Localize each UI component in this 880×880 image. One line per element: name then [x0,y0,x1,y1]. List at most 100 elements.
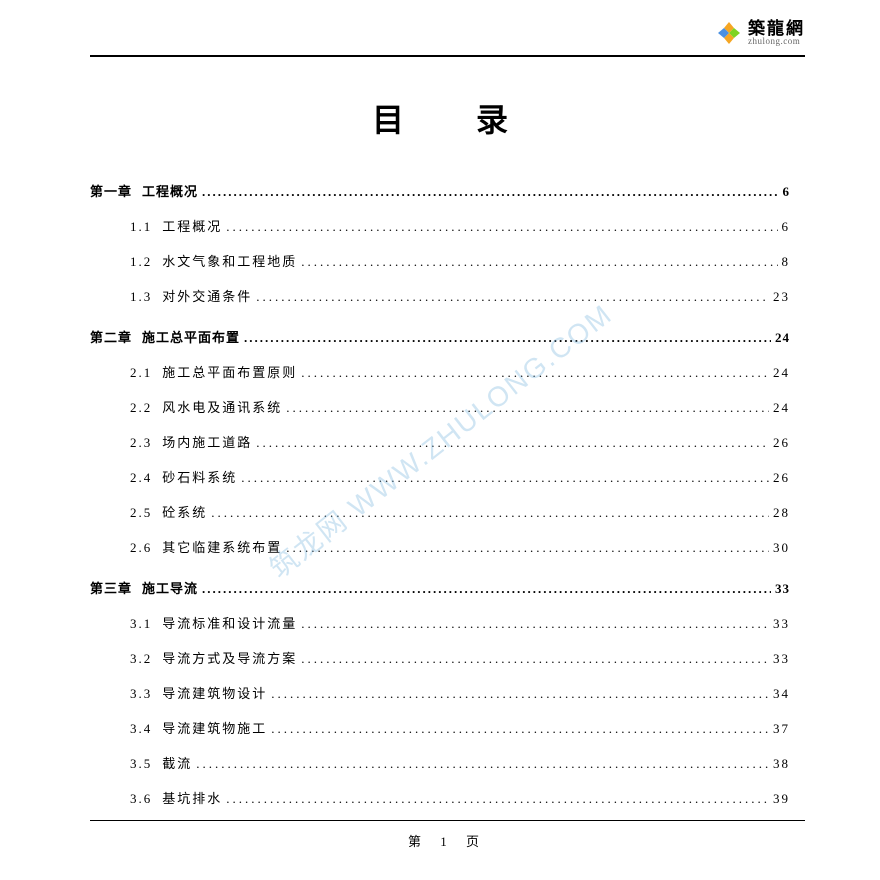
section-page: 24 [773,400,790,416]
section-page: 38 [773,756,790,772]
section-num: 3.3 [130,686,152,702]
toc-leader: ........................................… [286,540,769,556]
toc-leader: ........................................… [286,400,769,416]
section-name: 场内施工道路 [162,432,252,451]
section-num: 3.1 [130,616,152,632]
section-page: 37 [773,721,790,737]
toc-section: 2.2 风水电及通讯系统.............................… [90,397,790,416]
section-num: 3.6 [130,791,152,807]
section-page: 39 [773,791,790,807]
toc-section: 1.3 对外交通条件...............................… [90,286,790,305]
toc-leader: ........................................… [226,791,769,807]
section-page: 34 [773,686,790,702]
page-number: 第 1 页 [90,831,805,850]
section-num: 2.4 [130,470,152,486]
section-page: 30 [773,540,790,556]
section-num: 2.6 [130,540,152,556]
toc-chapter: 第二章施工总平面布置..............................… [90,327,790,346]
section-name: 砼系统 [162,502,207,521]
footer-rule [90,820,805,822]
table-of-contents: 第一章工程概况.................................… [90,181,790,807]
toc-leader: ........................................… [244,330,771,346]
header-rule [90,55,805,57]
toc-chapter: 第一章工程概况.................................… [90,181,790,200]
section-num: 2.5 [130,505,152,521]
section-page: 28 [773,505,790,521]
section-name: 导流方式及导流方案 [162,648,297,667]
section-num: 1.3 [130,289,152,305]
chapter-label: 第二章 [90,327,132,346]
toc-section: 3.2 导流方式及导流方案............................… [90,648,790,667]
toc-section: 2.5 砼系统..................................… [90,502,790,521]
section-name: 基坑排水 [162,788,222,807]
logo-text-cn: 築龍網 [748,20,805,37]
chapter-page: 33 [775,581,790,597]
section-name: 施工总平面布置原则 [162,362,297,381]
logo-icon [716,20,742,46]
section-name: 导流建筑物设计 [162,683,267,702]
section-num: 2.1 [130,365,152,381]
toc-section: 2.1 施工总平面布置原则............................… [90,362,790,381]
toc-leader: ........................................… [271,686,769,702]
toc-leader: ........................................… [256,289,769,305]
section-name: 工程概况 [162,216,222,235]
section-name: 其它临建系统布置 [162,537,282,556]
page-footer: 第 1 页 [90,820,805,851]
section-name: 砂石料系统 [162,467,237,486]
logo-text-en: zhulong.com [748,37,805,46]
toc-leader: ........................................… [196,756,769,772]
section-page: 33 [773,616,790,632]
toc-leader: ........................................… [202,184,778,200]
toc-section: 1.1 工程概况.................................… [90,216,790,235]
toc-section: 3.6 基坑排水.................................… [90,788,790,807]
toc-leader: ........................................… [202,581,771,597]
toc-section: 3.4 导流建筑物施工..............................… [90,718,790,737]
section-page: 26 [773,435,790,451]
section-num: 1.2 [130,254,152,270]
toc-section: 3.3 导流建筑物设计..............................… [90,683,790,702]
chapter-page: 6 [783,184,791,200]
page-title: 目 录 [90,95,790,141]
toc-section: 3.5 截流...................................… [90,753,790,772]
chapter-name: 施工总平面布置 [142,327,240,346]
section-page: 6 [782,219,791,235]
section-num: 3.5 [130,756,152,772]
chapter-name: 施工导流 [142,578,198,597]
site-logo: 築龍網 zhulong.com [716,20,805,46]
toc-section: 2.6 其它临建系统布置.............................… [90,537,790,556]
section-num: 3.4 [130,721,152,737]
toc-leader: ........................................… [301,254,777,270]
toc-section: 3.1 导流标准和设计流量............................… [90,613,790,632]
chapter-label: 第三章 [90,578,132,597]
section-num: 3.2 [130,651,152,667]
section-page: 33 [773,651,790,667]
section-page: 8 [782,254,791,270]
toc-leader: ........................................… [301,616,769,632]
section-num: 2.3 [130,435,152,451]
toc-leader: ........................................… [301,365,769,381]
chapter-name: 工程概况 [142,181,198,200]
toc-chapter: 第三章施工导流.................................… [90,578,790,597]
toc-leader: ........................................… [271,721,769,737]
toc-leader: ........................................… [211,505,769,521]
toc-section: 2.4 砂石料系统................................… [90,467,790,486]
section-page: 23 [773,289,790,305]
section-page: 24 [773,365,790,381]
section-name: 风水电及通讯系统 [162,397,282,416]
section-name: 水文气象和工程地质 [162,251,297,270]
toc-leader: ........................................… [256,435,769,451]
section-name: 截流 [162,753,192,772]
chapter-label: 第一章 [90,181,132,200]
chapter-page: 24 [775,330,790,346]
section-name: 导流建筑物施工 [162,718,267,737]
section-num: 1.1 [130,219,152,235]
section-name: 对外交通条件 [162,286,252,305]
section-num: 2.2 [130,400,152,416]
toc-leader: ........................................… [241,470,769,486]
toc-section: 1.2 水文气象和工程地质............................… [90,251,790,270]
section-page: 26 [773,470,790,486]
toc-leader: ........................................… [301,651,769,667]
toc-leader: ........................................… [226,219,777,235]
section-name: 导流标准和设计流量 [162,613,297,632]
toc-section: 2.3 场内施工道路...............................… [90,432,790,451]
